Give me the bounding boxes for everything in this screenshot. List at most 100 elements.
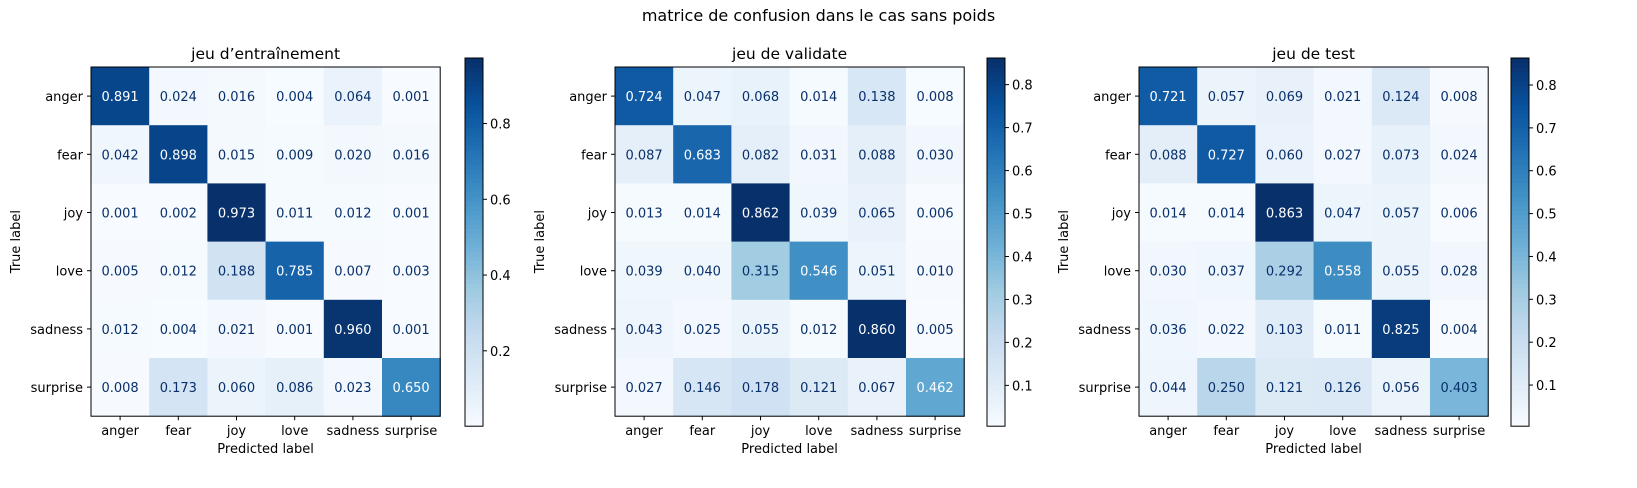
colorbar-tick-label: 0.6 [1012,165,1033,180]
colorbar-segment [465,242,483,248]
colorbar-segment [987,186,1005,193]
colorbar-segment [987,228,1005,234]
colorbar-segment [465,283,483,289]
colorbar-segment [1511,117,1529,124]
heatmap-cell [207,241,267,301]
colorbar-segment [987,150,1005,156]
colorbar-tick-label: 0.4 [490,269,511,284]
heatmap-cell [906,299,965,359]
colorbar-segment [465,127,483,133]
cell-value-label: 0.008 [101,381,138,396]
heatmap-cell [847,125,907,184]
colorbar-segment [1511,205,1529,211]
colorbar-segment [465,163,483,170]
heatmap-cell [1430,358,1489,417]
y-tick-label: joy [587,207,608,222]
colorbar-segment [1511,288,1529,294]
cell-value-label: 0.040 [684,265,721,280]
heatmap-cell [382,183,441,243]
cell-value-label: 0.057 [1382,207,1419,222]
cell-value-label: 0.088 [858,148,895,163]
colorbar-segment [1511,131,1529,137]
colorbar-segment [987,104,1005,110]
plot-frame [1138,66,1489,417]
colorbar-segment [1511,200,1529,206]
colorbar-segment [1511,94,1529,101]
colorbar-segment [1511,389,1529,395]
colorbar-segment [987,334,1005,340]
cell-value-label: 0.039 [625,265,662,280]
colorbar-segment [987,384,1005,391]
colorbar-segment [987,191,1005,197]
heatmap-cell [265,67,325,126]
heatmap-cell [323,358,383,417]
colorbar-segment [465,122,483,128]
cell-value-label: 0.088 [1149,148,1186,163]
heatmap-cell [906,183,965,243]
heatmap-cell [673,183,732,243]
heatmap-cell [1197,358,1256,417]
colorbar-segment [1511,421,1529,427]
cell-value-label: 0.027 [625,381,662,396]
heatmap-cell [149,67,208,126]
colorbar-segment [987,246,1005,253]
colorbar-segment [1511,186,1529,193]
colorbar-segment [1511,136,1529,142]
colorbar-segment [987,306,1005,312]
colorbar-segment [1511,223,1529,229]
heatmap-cell [731,183,791,243]
heatmap-cell [615,358,674,417]
colorbar-segment [465,159,483,165]
colorbar-segment [987,366,1005,372]
cell-value-label: 0.024 [160,90,197,105]
heatmap-cell [149,125,208,184]
colorbar-segment [987,136,1005,142]
heatmap-cell [789,358,849,417]
colorbar-segment [1511,228,1529,234]
cell-value-label: 0.067 [858,381,895,396]
heatmap-cell [91,299,150,359]
cell-value-label: 0.016 [392,148,429,163]
colorbar-segment [465,99,483,105]
heatmap-cell [731,358,791,417]
colorbar-segment [1511,255,1529,262]
colorbar-segment [987,205,1005,211]
heatmap-cell [1139,241,1198,301]
colorbar-segment [987,71,1005,78]
heatmap-cell [789,125,849,184]
colorbar-segment [1511,269,1529,276]
colorbar-segment [1511,274,1529,280]
colorbar-segment [987,196,1005,202]
colorbar-segment [987,412,1005,418]
colorbar-segment [987,209,1005,216]
x-tick-label: love [1329,424,1356,439]
cell-value-label: 0.030 [1149,265,1186,280]
heatmap-cell [265,358,325,417]
heatmap-cell [1430,67,1489,126]
heatmap-cell [207,299,267,359]
y-tick-label: joy [63,207,84,222]
heatmap-cell [91,183,150,243]
colorbar-segment [1511,398,1529,404]
y-axis-label: True label [1057,210,1072,274]
heatmap-cell [1313,299,1373,359]
colorbar-segment [465,237,483,243]
cell-value-label: 0.027 [1324,148,1361,163]
colorbar-segment [987,182,1005,188]
colorbar-segment [465,76,483,82]
cell-value-label: 0.863 [1266,207,1303,222]
heatmap-cell [1139,358,1198,417]
colorbar-segment [987,288,1005,294]
y-tick-label: anger [569,90,607,105]
colorbar-segment [465,85,483,91]
colorbar-tick-label: 0.7 [1536,122,1557,137]
cell-value-label: 0.014 [1149,207,1186,222]
colorbar-segment [465,403,483,409]
colorbar-segment [1511,62,1529,68]
colorbar-segment [465,131,483,137]
colorbar-tick-label: 0.5 [1536,208,1557,223]
cell-value-label: 0.047 [1324,207,1361,222]
cell-value-label: 0.005 [916,323,953,338]
heatmap-cell [91,125,150,184]
colorbar-segment [1511,324,1529,331]
